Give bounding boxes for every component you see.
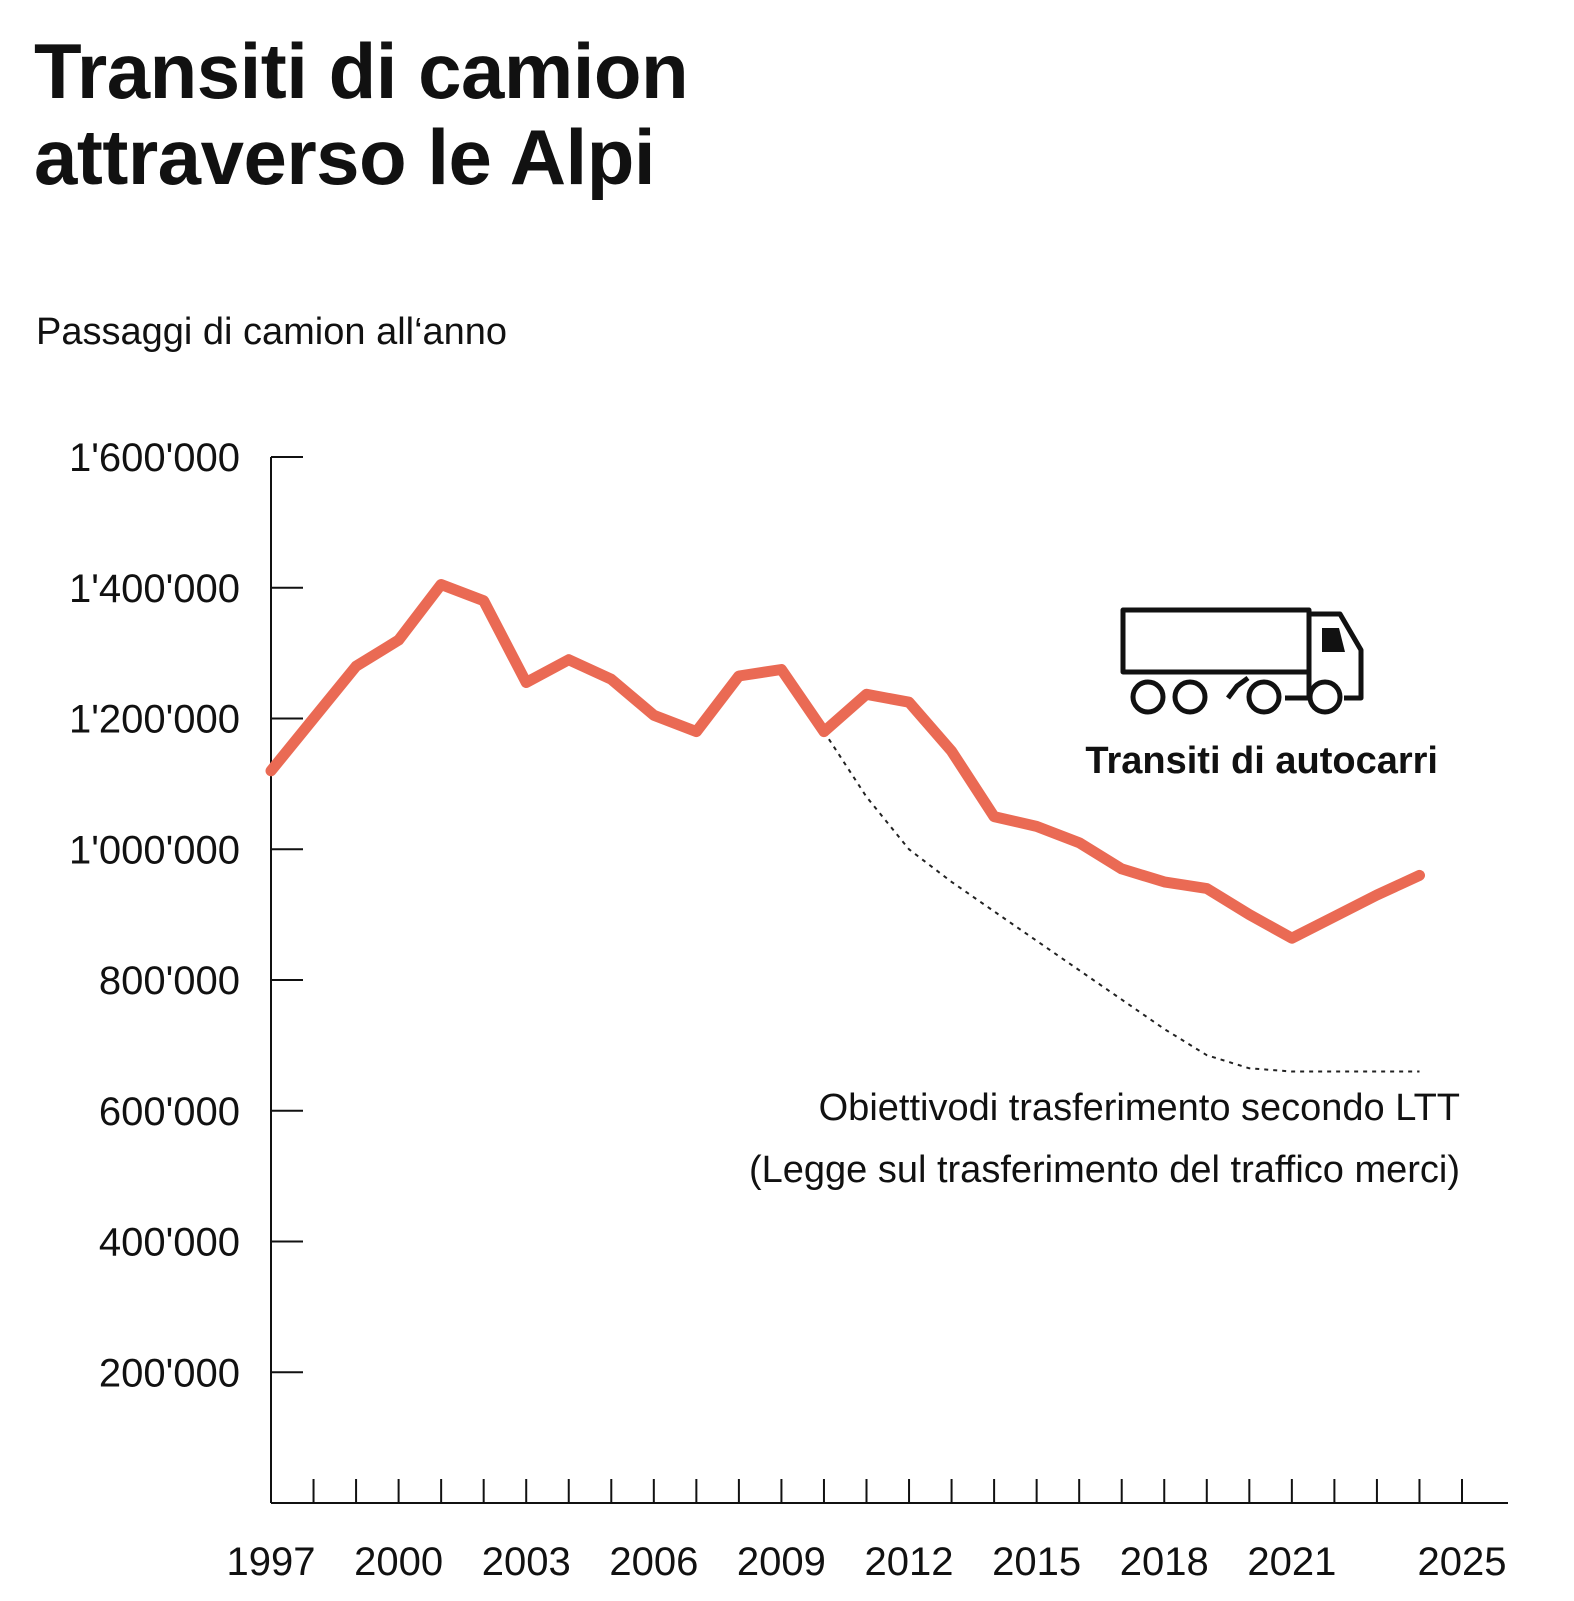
y-tick-label: 200'000 bbox=[99, 1351, 240, 1395]
chart-title-line-2: attraverso le Alpi bbox=[34, 113, 656, 201]
target-line bbox=[823, 731, 1420, 1073]
x-tick-label: 2009 bbox=[737, 1540, 826, 1584]
x-tick-label: 1997 bbox=[227, 1540, 316, 1584]
series-layer bbox=[265, 579, 1425, 1073]
y-tick-label: 1'000'000 bbox=[69, 828, 240, 872]
truck-transits-line bbox=[265, 579, 1425, 944]
chart-title-line-1: Transiti di camion bbox=[34, 27, 689, 115]
target-label: Obiettivodi trasferimento secondo LTT bbox=[819, 1087, 1460, 1129]
series-label-truck-transits: Transiti di autocarri bbox=[1085, 740, 1438, 782]
y-axis-title: Passaggi di camion all‘anno bbox=[36, 311, 508, 353]
x-tick-label: 2012 bbox=[865, 1540, 954, 1584]
y-tick-label: 1'400'000 bbox=[69, 567, 240, 611]
axes: 200'000 400'000 600'000 800'000 1'000'000 1'2… bbox=[69, 436, 1508, 1584]
x-tick-label: 2006 bbox=[609, 1540, 698, 1584]
truck-icon bbox=[1120, 607, 1364, 715]
y-tick-label: 1'200'000 bbox=[69, 698, 240, 742]
x-tick-label: 2018 bbox=[1120, 1540, 1209, 1584]
y-tick-label: 600'000 bbox=[99, 1090, 240, 1134]
target-sublabel: (Legge sul trasferimento del traffico me… bbox=[749, 1149, 1460, 1191]
chart-title: Transiti di camion attraverso le Alpi bbox=[34, 27, 689, 201]
x-tick-label: 2025 bbox=[1418, 1540, 1507, 1584]
x-tick-label: 2000 bbox=[354, 1540, 443, 1584]
x-tick-label: 2015 bbox=[992, 1540, 1081, 1584]
y-tick-label: 400'000 bbox=[99, 1221, 240, 1265]
x-tick-label: 2021 bbox=[1247, 1540, 1336, 1584]
y-tick-label: 800'000 bbox=[99, 959, 240, 1003]
x-tick-label: 2003 bbox=[482, 1540, 571, 1584]
y-tick-label: 1'600'000 bbox=[69, 436, 240, 480]
